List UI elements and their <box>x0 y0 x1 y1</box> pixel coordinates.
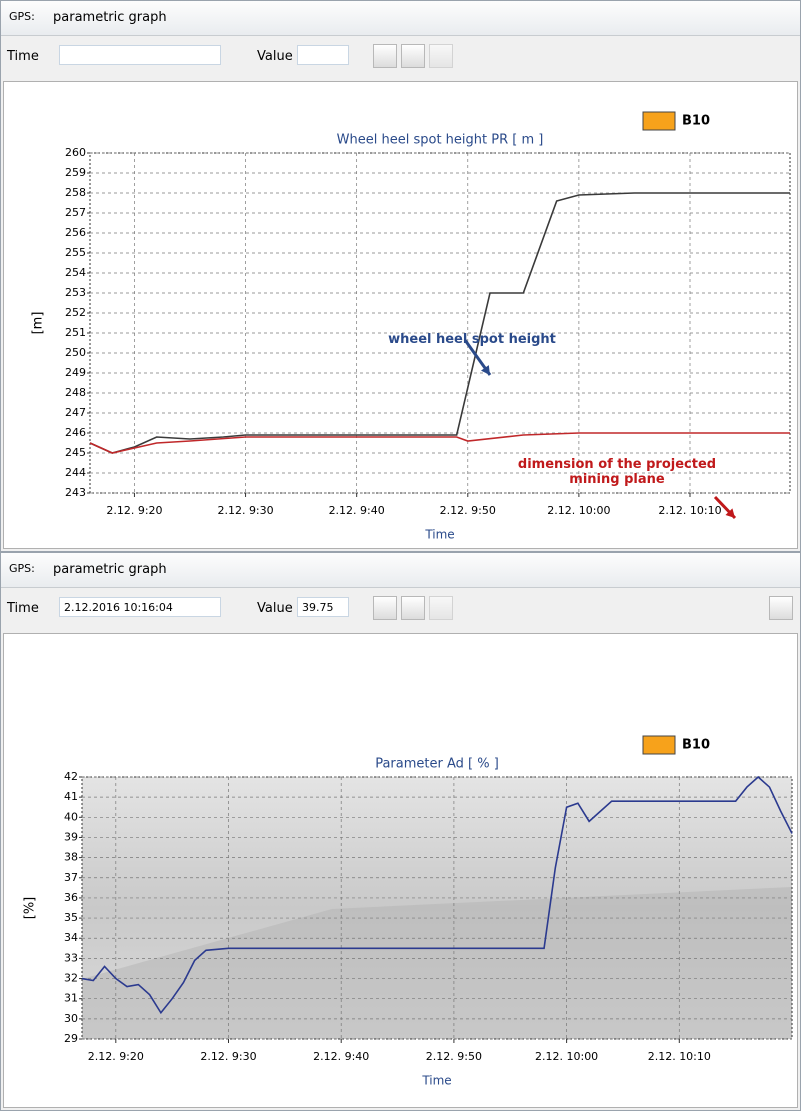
y-tick-label: 255 <box>65 246 86 259</box>
legend-label: B10 <box>682 738 710 753</box>
tool-button[interactable] <box>429 596 453 620</box>
x-tick-label: 2.12. 9:20 <box>106 504 162 517</box>
y-tick-label: 38 <box>64 851 78 864</box>
print-button[interactable] <box>373 44 397 68</box>
x-tick-label: 2.12. 9:50 <box>440 504 496 517</box>
y-tick-label: 33 <box>64 951 78 964</box>
toolbar: Time Value <box>1 37 800 77</box>
y-tick-label: 39 <box>64 830 78 843</box>
x-axis-label: Time <box>424 528 454 542</box>
x-tick-label: 2.12. 9:20 <box>88 1050 144 1063</box>
toolbar: Time 2.12.2016 10:16:04 Value 39.75 <box>1 589 800 629</box>
x-tick-label: 2.12. 10:10 <box>658 504 721 517</box>
value-label: Value <box>257 601 293 616</box>
value-field[interactable]: 39.75 <box>297 597 349 617</box>
y-tick-label: 41 <box>64 790 78 803</box>
y-tick-label: 257 <box>65 206 86 219</box>
x-tick-label: 2.12. 9:40 <box>329 504 385 517</box>
chart: 243 244 245 246 247 248 249 250 251 252 253 254 255 2… <box>31 111 791 542</box>
y-tick-label: 248 <box>65 386 86 399</box>
y-tick-label: 34 <box>64 931 78 944</box>
annotation: dimension of the projected mining plane <box>517 457 717 487</box>
value-field[interactable] <box>297 45 349 65</box>
x-tick-label: 2.12. 10:10 <box>648 1050 711 1063</box>
chart: 29 30 31 32 33 34 35 36 37 38 39 40 41 42 2.12. 9:20 2.… <box>23 735 793 1088</box>
y-tick-label: 256 <box>65 226 86 239</box>
tool-button[interactable] <box>429 44 453 68</box>
y-tick-label: 30 <box>64 1012 78 1025</box>
series-line <box>81 775 793 1015</box>
x-tick-label: 2.12. 9:30 <box>217 504 273 517</box>
window-button[interactable] <box>769 596 793 620</box>
x-tick-label: 2.12. 10:00 <box>535 1050 598 1063</box>
series-line <box>89 192 790 454</box>
print-button[interactable] <box>373 596 397 620</box>
title-bar: GPS: parametric graph <box>1 553 800 588</box>
y-tick-label: 260 <box>65 146 86 159</box>
window-title: parametric graph <box>53 10 167 25</box>
y-axis-label: [%] <box>23 897 38 920</box>
y-axis-label: [m] <box>31 312 46 335</box>
y-tick-label: 258 <box>65 186 86 199</box>
x-axis-label: Time <box>421 1074 451 1088</box>
annotation-arrowhead <box>725 508 735 518</box>
plot-frame <box>81 776 793 1040</box>
time-label: Time <box>7 49 39 64</box>
y-tick-label: 40 <box>64 810 78 823</box>
value-label: Value <box>257 49 293 64</box>
export-button[interactable] <box>401 44 425 68</box>
y-tick-label: 32 <box>64 972 78 985</box>
x-tick-label: 2.12. 9:30 <box>200 1050 256 1063</box>
y-tick-label: 29 <box>64 1032 78 1045</box>
legend-swatch <box>642 735 676 755</box>
y-tick-label: 252 <box>65 306 86 319</box>
export-button[interactable] <box>401 596 425 620</box>
y-tick-label: 36 <box>64 891 78 904</box>
x-tick-label: 2.12. 10:00 <box>547 504 610 517</box>
legend-swatch <box>642 111 676 131</box>
y-tick-label: 37 <box>64 871 78 884</box>
chart-title: Wheel heel spot height PR [ m ] <box>337 133 544 148</box>
chart-title: Parameter Ad [ % ] <box>375 757 499 772</box>
y-tick-label: 245 <box>65 446 86 459</box>
y-tick-label: 31 <box>64 992 78 1005</box>
annotation: wheel heel spot height <box>388 332 556 347</box>
y-tick-label: 247 <box>65 406 86 419</box>
y-tick-label: 253 <box>65 286 86 299</box>
annotation-arrowhead <box>480 365 490 375</box>
plot-frame <box>89 152 791 494</box>
time-label: Time <box>7 601 39 616</box>
x-tick-label: 2.12. 9:40 <box>313 1050 369 1063</box>
y-tick-label: 246 <box>65 426 86 439</box>
chart-area <box>3 81 798 549</box>
y-tick-label: 250 <box>65 346 86 359</box>
y-tick-label: 243 <box>65 486 86 499</box>
title-prefix: GPS: <box>9 562 35 575</box>
title-prefix: GPS: <box>9 10 35 23</box>
window: GPS: parametric graph Time Value <box>0 0 801 552</box>
y-tick-label: 249 <box>65 366 86 379</box>
legend-label: B10 <box>682 114 710 129</box>
y-tick-label: 259 <box>65 166 86 179</box>
y-tick-label: 254 <box>65 266 86 279</box>
title-bar: GPS: parametric graph <box>1 1 800 36</box>
time-field[interactable] <box>59 45 221 65</box>
y-tick-label: 251 <box>65 326 86 339</box>
time-field[interactable]: 2.12.2016 10:16:04 <box>59 597 221 617</box>
y-tick-label: 35 <box>64 911 78 924</box>
x-tick-label: 2.12. 9:50 <box>426 1050 482 1063</box>
background-shape <box>82 887 792 1039</box>
y-tick-label: 244 <box>65 466 86 479</box>
window-title: parametric graph <box>53 562 167 577</box>
y-tick-label: 42 <box>64 770 78 783</box>
series-line <box>89 432 790 454</box>
